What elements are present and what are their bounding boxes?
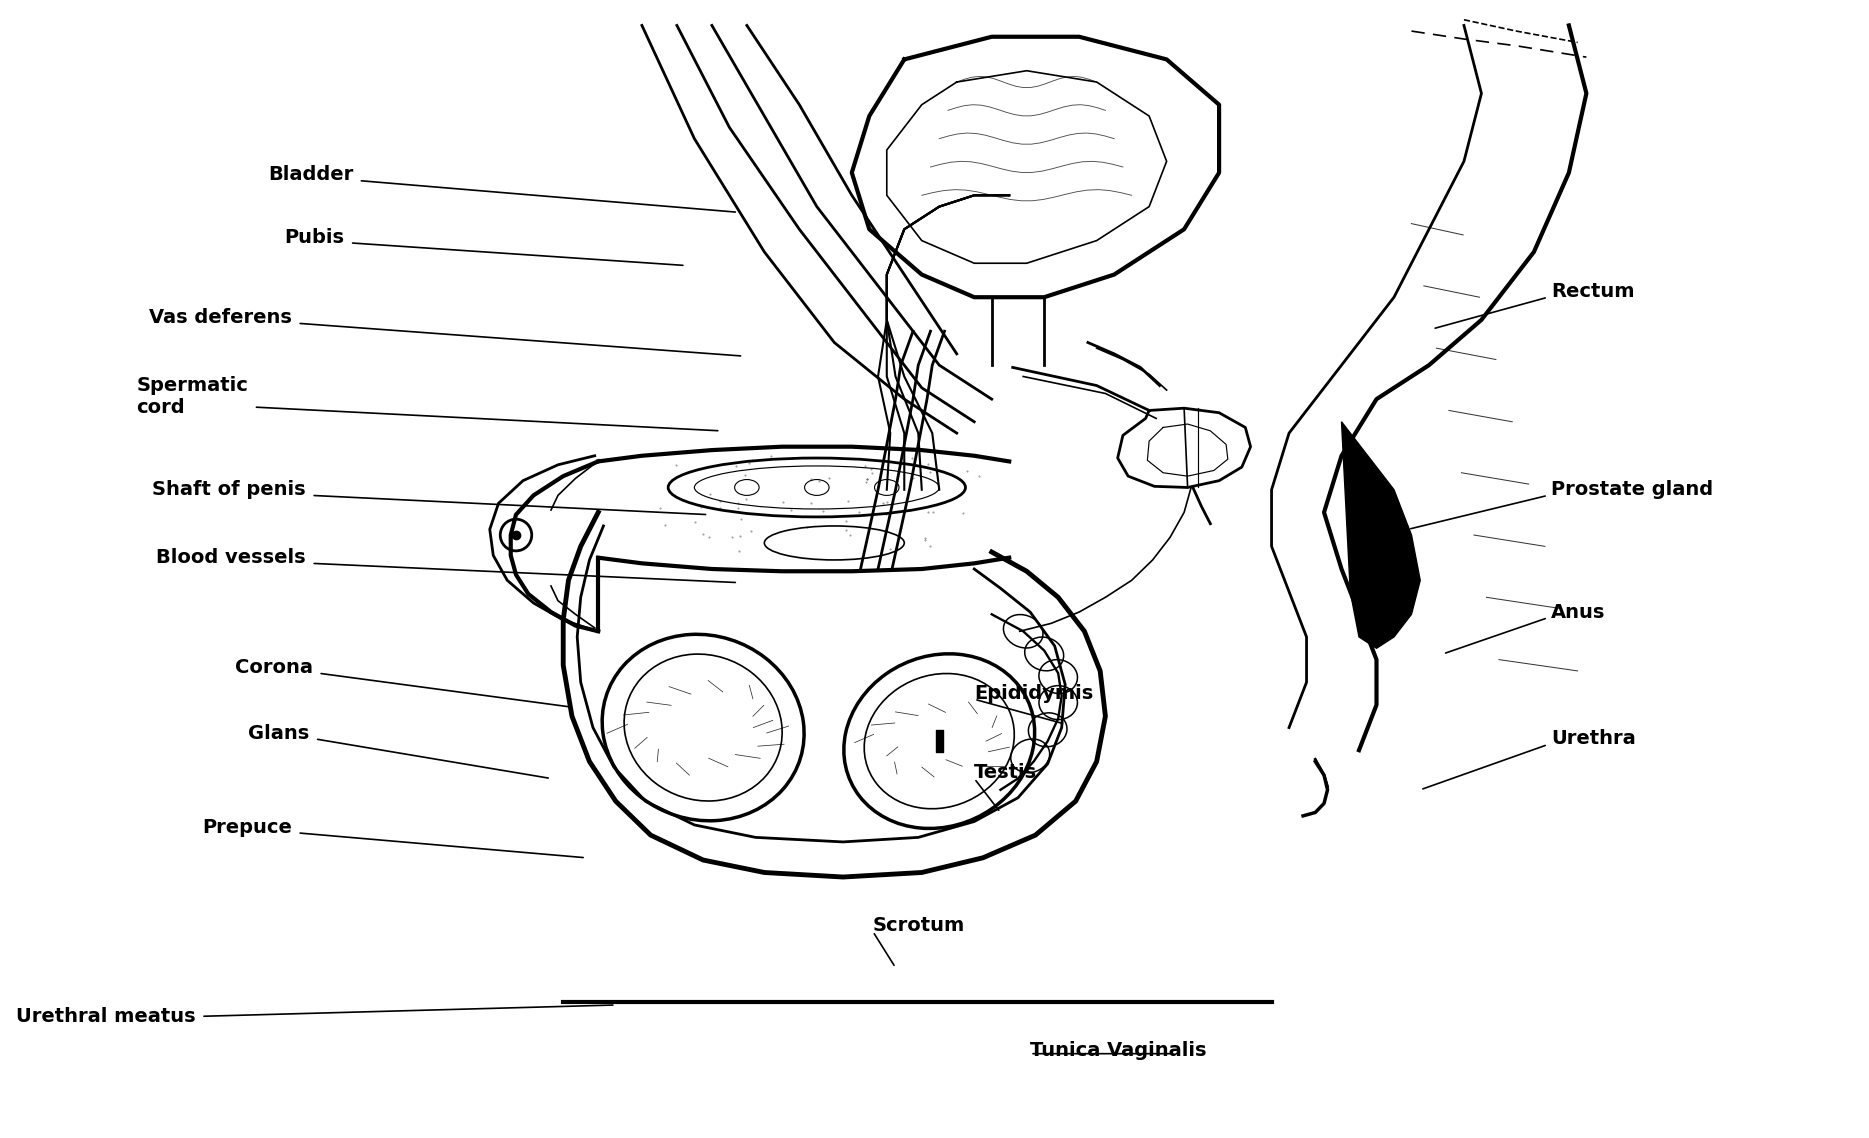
Text: Testis: Testis: [974, 764, 1037, 782]
Text: Tunica Vaginalis: Tunica Vaginalis: [1030, 1041, 1207, 1059]
Text: Epididymis: Epididymis: [974, 684, 1093, 703]
Text: Blood vessels: Blood vessels: [157, 549, 307, 567]
Text: Shaft of penis: Shaft of penis: [153, 480, 307, 500]
Text: Vas deferens: Vas deferens: [150, 308, 292, 327]
Text: Urethral meatus: Urethral meatus: [17, 1007, 196, 1025]
Text: Scrotum: Scrotum: [873, 916, 964, 935]
Text: Anus: Anus: [1551, 602, 1605, 621]
Text: Pubis: Pubis: [284, 228, 344, 247]
Text: Rectum: Rectum: [1551, 282, 1635, 302]
Text: Prostate gland: Prostate gland: [1551, 480, 1714, 500]
Text: Bladder: Bladder: [267, 165, 353, 184]
Text: Prepuce: Prepuce: [202, 818, 292, 836]
Text: Glans: Glans: [249, 724, 310, 743]
Text: Spermatic
cord: Spermatic cord: [136, 377, 249, 418]
Polygon shape: [1342, 422, 1420, 649]
Text: Urethra: Urethra: [1551, 729, 1635, 749]
Text: Corona: Corona: [235, 658, 314, 677]
